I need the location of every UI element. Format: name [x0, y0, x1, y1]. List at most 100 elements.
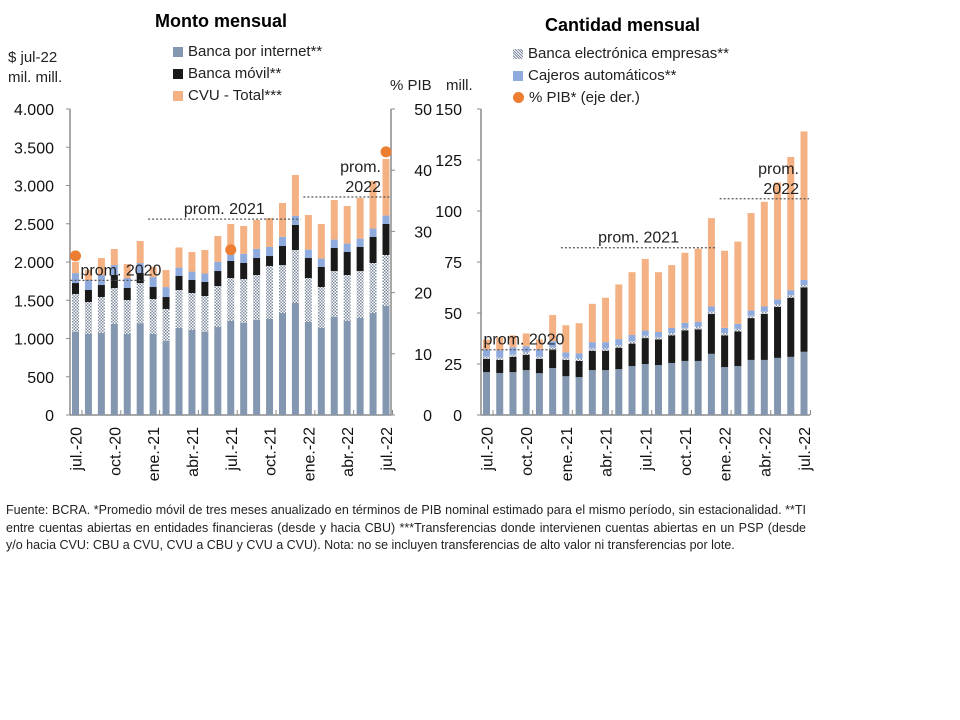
bar-segment-banca_internet: [330, 317, 338, 415]
bar-segment-banca_internet: [97, 332, 105, 415]
bar-segment-cvu: [615, 284, 623, 340]
y-tick-label: 3.000: [14, 179, 54, 196]
bar-segment-banca_movil: [602, 350, 610, 371]
bar-segment-cajeros: [615, 339, 623, 346]
x-tick-label: jul.-21: [224, 427, 241, 472]
bar-segment-banca_electronica: [97, 297, 105, 333]
bar-segment-cvu: [588, 303, 596, 343]
bar-segment-banca_electronica: [356, 271, 364, 318]
bar-segment-banca_electronica: [654, 337, 662, 340]
x-tick-label: abr.-21: [599, 427, 616, 477]
bar-segment-banca_movil: [84, 289, 92, 303]
bar-segment-banca_electronica: [615, 345, 623, 348]
bar-segment-cvu: [369, 180, 377, 229]
bar-segment-cvu: [800, 131, 808, 280]
bar-segment-banca_movil: [356, 247, 364, 272]
bar-segment-banca_movil: [628, 343, 636, 367]
bar-segment-cajeros: [175, 267, 183, 276]
bar-segment-banca_movil: [149, 287, 157, 300]
bar-segment-cajeros: [279, 236, 286, 247]
bar-segment-banca_movil: [136, 273, 144, 284]
bar-segment-banca_internet: [562, 376, 570, 415]
x-tick-label: jul.-22: [379, 427, 396, 472]
legend-item: Banca móvil**: [173, 65, 281, 82]
bar-segment-cajeros: [84, 280, 92, 290]
bar-segment-banca_electronica: [175, 289, 183, 329]
bar-segment-cajeros: [721, 327, 729, 333]
bar-segment-banca_internet: [787, 356, 795, 415]
y2-tick-label: 10: [414, 347, 432, 364]
bar-segment-cajeros: [747, 310, 755, 316]
bar-segment-cajeros: [72, 273, 79, 284]
bar-segment-banca_electronica: [72, 293, 79, 332]
left-y-axis-label: $ jul-22 mil. mill.: [8, 48, 62, 88]
bar-segment-banca_electronica: [707, 311, 715, 315]
bar-segment-banca_internet: [602, 370, 610, 415]
bar-segment-banca_electronica: [343, 275, 351, 321]
bar-segment-cajeros: [266, 246, 274, 257]
bar-segment-banca_movil: [707, 314, 715, 354]
bar-segment-banca_movil: [787, 297, 795, 357]
x-tick-label: jul.-20: [69, 427, 86, 472]
bar-segment-cvu: [84, 270, 92, 281]
legend-item: Banca electrónica empresas**: [513, 45, 729, 62]
bar-segment-banca_internet: [483, 372, 490, 415]
bar-segment-banca_movil: [162, 297, 170, 309]
y-tick-label: 100: [435, 204, 462, 221]
bar-segment-cajeros: [707, 306, 715, 312]
bar-segment-banca_movil: [279, 246, 286, 266]
y-tick-label: 4.000: [14, 102, 54, 119]
bar-segment-banca_electronica: [330, 271, 338, 318]
bar-segment-cajeros: [628, 335, 636, 342]
bar-segment-cvu: [343, 206, 351, 244]
average-label: prom. 2020: [484, 332, 565, 349]
bar-segment-banca_internet: [136, 323, 144, 415]
bar-segment-cajeros: [123, 278, 131, 289]
bar-segment-banca_electronica: [721, 332, 729, 336]
bar-segment-cvu: [496, 337, 504, 351]
bar-segment-banca_movil: [253, 258, 261, 276]
bar-segment-cajeros: [110, 265, 118, 276]
bar-segment-banca_electronica: [774, 304, 782, 307]
bar-segment-banca_internet: [641, 364, 649, 415]
bar-segment-banca_internet: [304, 321, 312, 415]
bar-segment-banca_electronica: [317, 287, 325, 329]
bar-segment-banca_internet: [496, 372, 504, 415]
bar-segment-cajeros: [562, 352, 570, 358]
average-label: 2022: [763, 181, 799, 198]
y2-tick-label: 40: [414, 163, 432, 180]
bar-segment-banca_internet: [668, 362, 676, 415]
bar-segment-banca_electronica: [602, 348, 610, 351]
bar-segment-cajeros: [369, 228, 377, 237]
bar-segment-cajeros: [760, 306, 768, 312]
bar-segment-banca_movil: [72, 283, 79, 294]
bar-segment-banca_movil: [240, 262, 248, 279]
bar-segment-banca_internet: [747, 359, 755, 415]
x-tick-label: oct.-20: [519, 427, 536, 476]
bar-segment-banca_internet: [734, 366, 742, 415]
x-tick-label: abr.-22: [340, 427, 357, 477]
bar-segment-cajeros: [97, 275, 105, 286]
bar-segment-banca_movil: [615, 347, 623, 370]
y-tick-label: 2.500: [14, 217, 54, 234]
y-tick-label: 75: [444, 255, 462, 272]
bar-segment-banca_electronica: [266, 265, 274, 319]
bar-segment-cajeros: [549, 341, 557, 348]
bar-segment-cvu: [279, 203, 286, 237]
bar-segment-banca_movil: [509, 356, 517, 373]
bar-segment-banca_movil: [694, 329, 702, 361]
bar-segment-banca_internet: [110, 323, 118, 415]
pib-point: [380, 146, 392, 158]
legend-item: Banca por internet**: [173, 43, 322, 60]
bar-segment-cajeros: [654, 331, 662, 338]
bar-segment-cvu: [641, 258, 649, 331]
bar-segment-cajeros: [291, 215, 299, 225]
bar-segment-cvu: [317, 223, 325, 259]
bar-segment-cvu: [149, 266, 157, 278]
bar-segment-banca_internet: [317, 328, 325, 415]
x-tick-label: ene.-21: [559, 427, 576, 481]
bar-segment-banca_internet: [522, 370, 530, 415]
bar-segment-cvu: [774, 182, 782, 300]
bar-segment-cajeros: [253, 248, 261, 259]
bar-segment-cvu: [97, 258, 105, 276]
